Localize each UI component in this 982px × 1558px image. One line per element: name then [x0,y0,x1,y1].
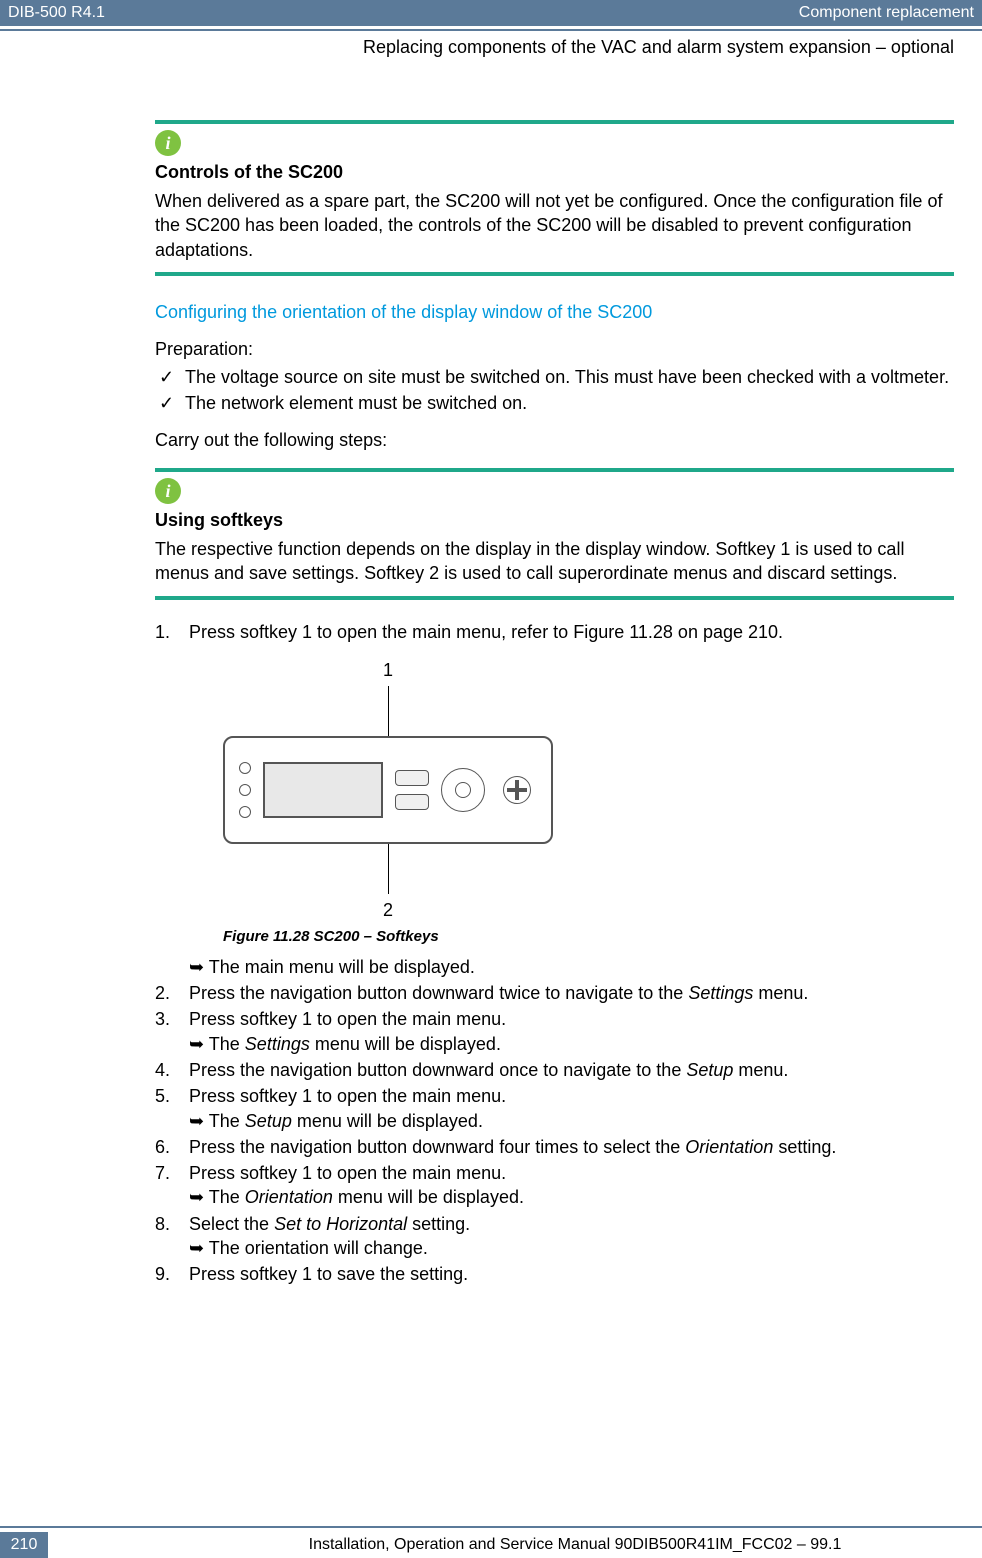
menu-name: Settings [688,983,753,1003]
figure-sc200: 1 [223,658,954,947]
step-5: Press softkey 1 to open the main menu. T… [155,1084,954,1133]
step-text: setting. [773,1137,836,1157]
step-3: Press softkey 1 to open the main menu. T… [155,1007,954,1056]
step-text: menu. [733,1060,788,1080]
softkey-group [395,770,429,810]
prep-item: The network element must be switched on. [155,391,954,415]
led-icon [239,784,251,796]
plus-icon [507,788,527,792]
footer-divider [0,1526,982,1528]
step-text: setting. [407,1214,470,1234]
info-icon-glyph: i [165,481,170,502]
display-screen [263,762,383,818]
info-body: When delivered as a spare part, the SC20… [155,189,954,262]
figure-caption: Figure 11.28 SC200 – Softkeys [223,927,954,947]
doc-id: DIB-500 R4.1 [8,4,105,22]
step-text: Press the navigation button downward twi… [189,983,688,1003]
subheader: Replacing components of the VAC and alar… [0,31,982,58]
step-6: Press the navigation button downward fou… [155,1135,954,1159]
info-box-controls: i Controls of the SC200 When delivered a… [155,120,954,276]
preparation-label: Preparation: [155,337,954,361]
info-body: The respective function depends on the d… [155,537,954,586]
fig-callout-2: 2 [223,898,553,922]
teal-bar-bottom [155,272,954,276]
softkey-2 [395,794,429,810]
step-result: The Orientation menu will be displayed. [189,1185,954,1209]
info-box-softkeys: i Using softkeys The respective function… [155,468,954,600]
step-text: Press softkey 1 to open the main menu. [189,1009,506,1029]
fig-callout-1: 1 [223,658,553,682]
teal-bar-bottom [155,596,954,600]
steps-list: Press softkey 1 to open the main menu, r… [155,620,954,1287]
step-text: menu. [753,983,808,1003]
step-text: Press softkey 1 to open the main menu, r… [189,622,783,642]
info-title: Using softkeys [155,510,954,531]
menu-name: Setup [686,1060,733,1080]
plus-button [503,776,531,804]
setting-name: Set to Horizontal [274,1214,407,1234]
navigation-pad [441,768,485,812]
teal-bar-top [155,120,954,124]
footer-bar: 210 Installation, Operation and Service … [0,1532,982,1558]
prep-item: The voltage source on site must be switc… [155,365,954,389]
step-text: Press softkey 1 to open the main menu. [189,1163,506,1183]
content-area: i Controls of the SC200 When delivered a… [0,120,982,1287]
step-9: Press softkey 1 to save the setting. [155,1262,954,1286]
step-result: The Settings menu will be displayed. [189,1032,954,1056]
info-icon: i [155,478,181,504]
preparation-list: The voltage source on site must be switc… [155,365,954,416]
info-icon-glyph: i [165,133,170,154]
fig-leader-line [388,844,389,894]
section-heading: Configuring the orientation of the displ… [155,302,954,323]
chapter-title: Component replacement [799,4,974,22]
step-text: Press the navigation button downward fou… [189,1137,685,1157]
menu-name: Orientation [685,1137,773,1157]
info-title: Controls of the SC200 [155,162,954,183]
step-result: The main menu will be displayed. [189,955,954,979]
step-text: Press the navigation button downward onc… [189,1060,686,1080]
step-4: Press the navigation button downward onc… [155,1058,954,1082]
softkey-1 [395,770,429,786]
step-text: Press softkey 1 to save the setting. [189,1264,468,1284]
info-icon: i [155,130,181,156]
step-7: Press softkey 1 to open the main menu. T… [155,1161,954,1210]
led-icon [239,762,251,774]
carry-out-label: Carry out the following steps: [155,428,954,452]
header-bar: DIB-500 R4.1 Component replacement [0,0,982,26]
step-1: Press softkey 1 to open the main menu, r… [155,620,954,979]
step-result: The Setup menu will be displayed. [189,1109,954,1133]
step-text: Select the [189,1214,274,1234]
led-group [239,762,251,818]
step-8: Select the Set to Horizontal setting. Th… [155,1212,954,1261]
sc200-device [223,736,553,844]
led-icon [239,806,251,818]
step-2: Press the navigation button downward twi… [155,981,954,1005]
step-text: Press softkey 1 to open the main menu. [189,1086,506,1106]
fig-leader-line [388,686,389,736]
page-number: 210 [0,1532,48,1558]
step-result: The orientation will change. [189,1236,954,1260]
teal-bar-top [155,468,954,472]
footer-text: Installation, Operation and Service Manu… [48,1536,982,1554]
